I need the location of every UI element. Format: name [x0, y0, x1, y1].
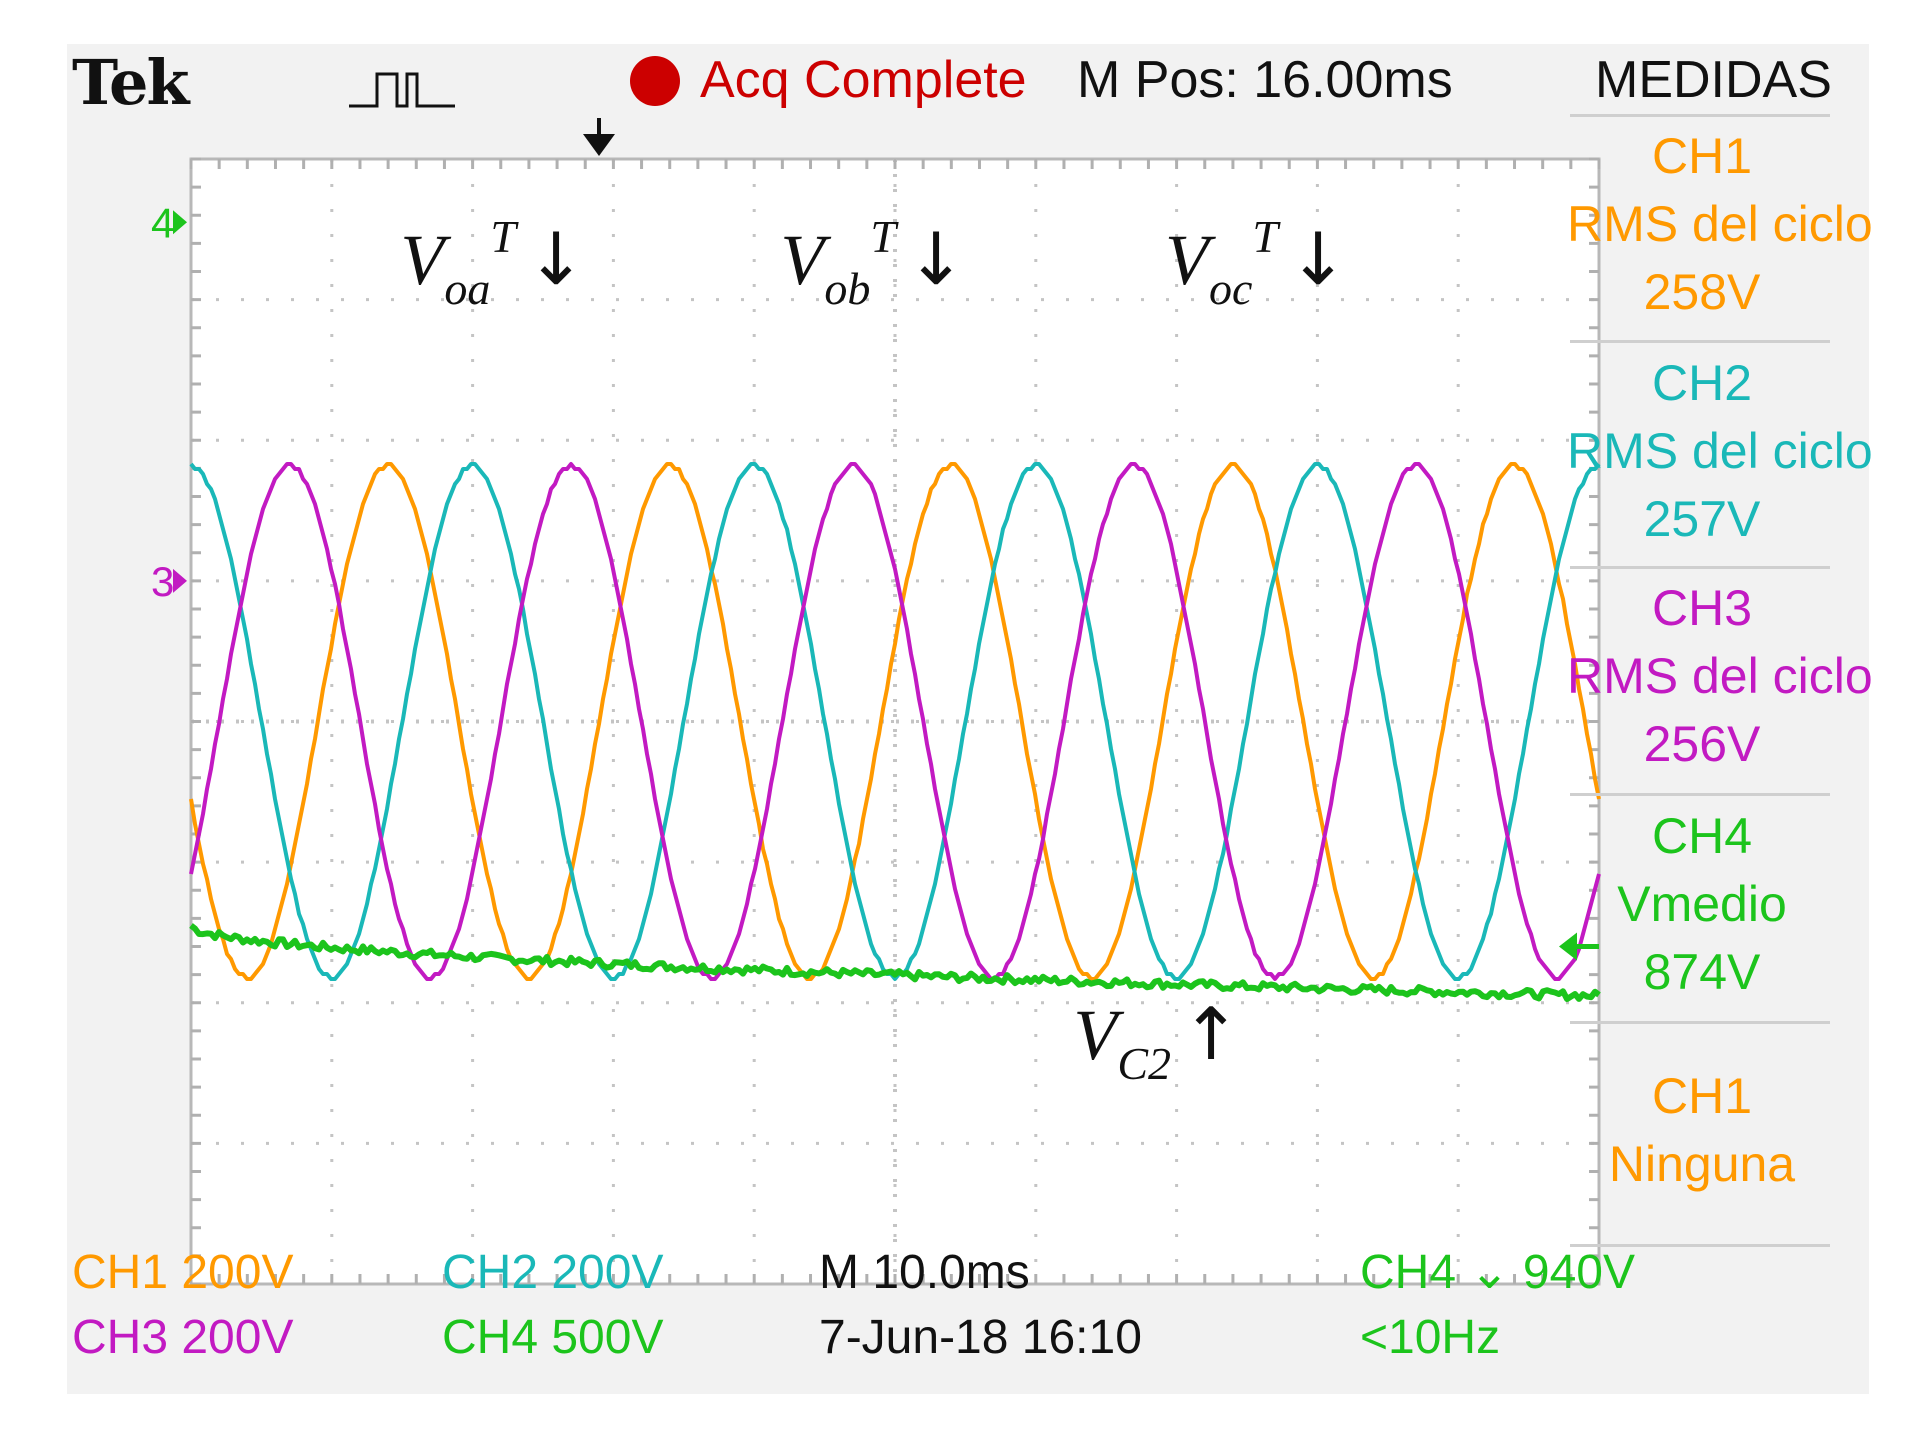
oscilloscope-screen: Tek Acq Complete M Pos: 16.00ms MEDIDAS …: [67, 44, 1873, 1394]
arrow-up-icon: ↑: [1181, 992, 1241, 1076]
trace-ch2: [189, 462, 1601, 981]
arrow-down-icon: ↓: [526, 217, 586, 301]
arrow-down-icon: ↓: [906, 217, 966, 301]
footer-ch4-scale: CH4 500V: [442, 1311, 664, 1364]
measurement-separator: [1570, 1244, 1830, 1247]
measurement-separator: [1570, 1021, 1830, 1024]
ch4-ground-arrow-icon: [173, 210, 187, 235]
measurement-value: 257V: [1643, 491, 1761, 547]
trace-ch4: [189, 923, 1601, 1002]
trigger-mode-icon: [349, 72, 455, 108]
footer-ch3-scale: CH3 200V: [72, 1311, 294, 1364]
footer-frequency: <10Hz: [1360, 1311, 1501, 1364]
annotation-label: VC2: [1073, 995, 1171, 1089]
measurement-value: 874V: [1643, 944, 1761, 1000]
acq-status: Acq Complete: [700, 51, 1027, 109]
m-position: M Pos: 16.00ms: [1077, 51, 1453, 109]
waveform-traces: 34: [151, 199, 1601, 1002]
measurement-type: RMS del ciclo: [1567, 648, 1873, 704]
annotation-label: VocT: [1165, 211, 1281, 314]
measurements-title: MEDIDAS: [1595, 51, 1832, 109]
measurement-2: CH2 RMS del ciclo 257V: [1567, 349, 1873, 553]
measurement-type: RMS del ciclo: [1567, 196, 1873, 252]
footer-timebase: M 10.0ms: [819, 1246, 1030, 1299]
trace-ch1: [189, 462, 1601, 981]
ch3-ground-arrow-icon: [173, 568, 187, 593]
measurement-4: CH4 Vmedio 874V: [1567, 802, 1837, 1006]
waveform-plot: 34 VoaT ↓ VobT ↓ VocT ↓VC2 ↑: [151, 157, 1601, 1286]
measurement-channel: CH3: [1651, 580, 1753, 636]
footer-ch2-scale: CH2 200V: [442, 1246, 664, 1299]
footer-ch1-scale: CH1 200V: [72, 1246, 294, 1299]
measurement-5: CH1 Ninguna: [1567, 1062, 1837, 1198]
trigger-position-icon: [583, 118, 615, 156]
measurement-value: 256V: [1643, 716, 1761, 772]
ch4-ground-marker: 4: [151, 199, 174, 246]
measurement-type: Ninguna: [1608, 1136, 1796, 1192]
waveform-annotations: VoaT ↓ VobT ↓ VocT ↓VC2 ↑: [400, 211, 1348, 1089]
measurement-channel: CH2: [1651, 355, 1753, 411]
annotation-label: VobT: [780, 211, 899, 314]
trigger-level-arrow-icon: [1559, 932, 1577, 961]
arrow-down-icon: ↓: [1288, 217, 1348, 301]
measurement-channel: CH4: [1651, 808, 1753, 864]
footer-trigger: CH4 ⌄ 940V: [1360, 1246, 1636, 1299]
measurement-value: 258V: [1643, 264, 1761, 320]
measurement-channel: CH1: [1651, 1068, 1753, 1124]
measurement-channel: CH1: [1651, 128, 1753, 184]
acq-status-icon: [630, 56, 680, 106]
ch3-ground-marker: 3: [151, 558, 174, 605]
footer-datetime: 7-Jun-18 16:10: [819, 1311, 1142, 1364]
measurement-separator: [1570, 114, 1830, 117]
measurement-1: CH1 RMS del ciclo 258V: [1567, 122, 1873, 326]
measurement-separator: [1570, 566, 1830, 569]
annotation-label: VoaT: [400, 211, 519, 314]
measurement-type: RMS del ciclo: [1567, 423, 1873, 479]
measurement-3: CH3 RMS del ciclo 256V: [1567, 574, 1873, 778]
brand-logo: Tek: [72, 46, 189, 119]
measurement-separator: [1570, 793, 1830, 796]
measurement-type: Vmedio: [1617, 876, 1787, 932]
trace-ch3: [189, 462, 1601, 981]
graticule: [189, 157, 1601, 1286]
measurement-separator: [1570, 340, 1830, 343]
